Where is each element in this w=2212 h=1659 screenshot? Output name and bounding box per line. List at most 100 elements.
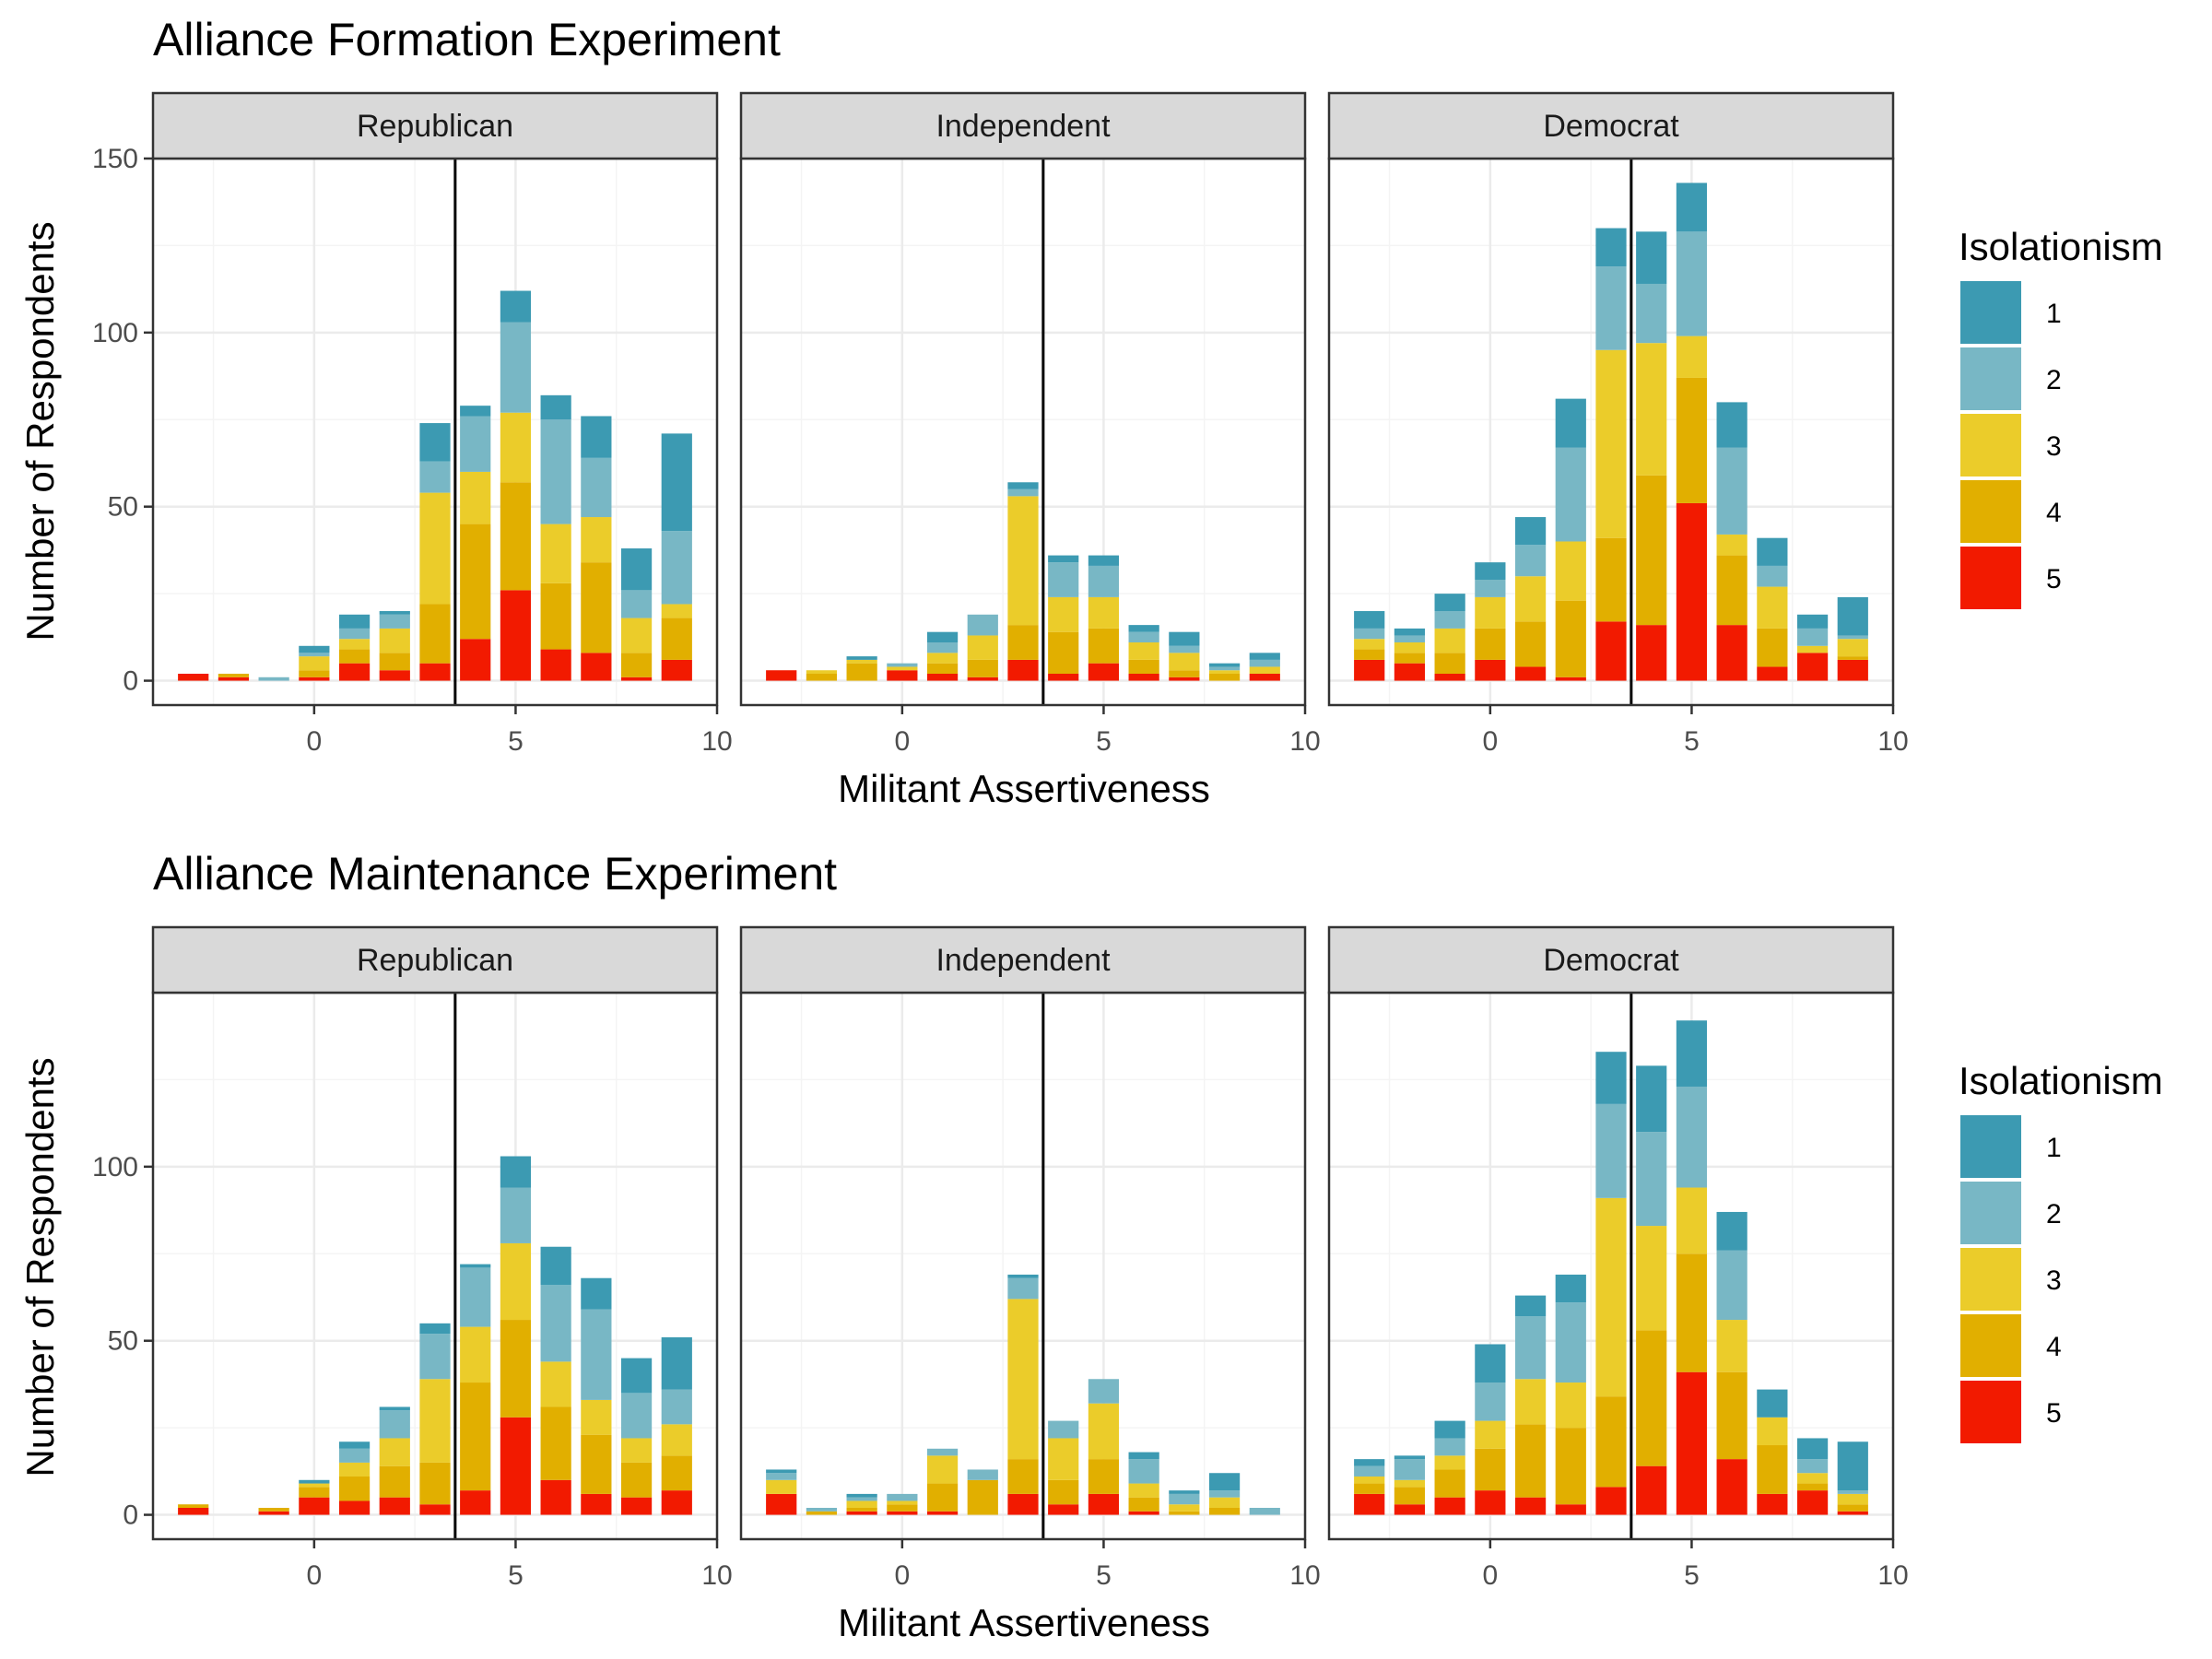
bar-segment	[1354, 639, 1385, 650]
bar-segment	[1354, 1483, 1385, 1494]
x-tick-label: 0	[307, 1560, 323, 1591]
bar-segment	[1048, 555, 1079, 563]
bar-segment	[1007, 1493, 1039, 1515]
bar-segment	[620, 548, 653, 591]
bar-segment	[581, 1277, 612, 1310]
bar-segment	[500, 1242, 532, 1321]
bar-segment	[1757, 1389, 1788, 1418]
chart-title: Alliance Formation Experiment	[153, 14, 781, 65]
bar-segment	[338, 639, 371, 650]
bar-segment	[1796, 614, 1829, 629]
x-tick-label: 10	[1877, 726, 1908, 757]
bar-segment	[299, 677, 330, 681]
bar-segment	[581, 562, 612, 653]
facet-strip	[151, 91, 719, 160]
bar-segment	[620, 653, 653, 677]
bar-segment	[1676, 231, 1708, 336]
bar-segment	[581, 1399, 612, 1435]
bar-segment	[419, 423, 451, 462]
bar-segment	[1007, 625, 1039, 660]
bar-segment	[887, 1511, 918, 1515]
bar-segment	[1088, 565, 1120, 597]
bar-segment	[1048, 1420, 1079, 1439]
bar-segment	[1837, 656, 1868, 660]
bar-segment	[1208, 663, 1241, 667]
x-tick-label: 10	[1877, 1560, 1908, 1591]
bar-segment	[967, 1479, 998, 1515]
bar-segment	[1676, 1086, 1708, 1188]
bar-segment	[379, 1438, 410, 1466]
bar-segment	[887, 666, 918, 671]
bar-segment	[1514, 545, 1547, 577]
bar-segment	[1208, 1473, 1241, 1491]
bar-segment	[500, 482, 532, 591]
bar-segment	[178, 1508, 209, 1515]
bar-segment	[1716, 1371, 1747, 1460]
bar-segment	[1514, 576, 1547, 622]
bar-segment	[581, 1309, 612, 1400]
bar-segment	[379, 670, 410, 681]
bar-segment	[581, 653, 612, 681]
bar-segment	[1169, 1493, 1200, 1505]
bar-segment	[419, 1323, 451, 1335]
bar-segment	[1716, 447, 1747, 535]
bar-segment	[1394, 1479, 1426, 1488]
bar-segment	[1475, 659, 1506, 681]
bar-segment	[500, 1187, 532, 1243]
facet-strip	[739, 91, 1307, 160]
bar-segment	[500, 1417, 532, 1515]
bar-segment	[1088, 1403, 1120, 1460]
bar-segment	[338, 614, 371, 629]
x-axis-title: Militant Assertiveness	[838, 767, 1210, 810]
bar-segment	[581, 457, 612, 518]
bar-segment	[258, 1511, 289, 1515]
bar-segment	[887, 1500, 918, 1505]
bar-segment	[1514, 666, 1547, 681]
bar-segment	[1716, 625, 1747, 681]
bar-segment	[1208, 670, 1241, 675]
bar-segment	[1595, 1396, 1627, 1488]
bar-segment	[1837, 1493, 1868, 1505]
bar-segment	[1796, 1459, 1829, 1474]
legend-label: 4	[2046, 498, 2062, 528]
bar-segment	[926, 1448, 959, 1456]
legend-key	[1960, 1381, 2021, 1443]
y-axis-title: Number of Respondents	[18, 221, 62, 641]
bar-segment	[1394, 653, 1426, 664]
bar-segment	[178, 1504, 209, 1509]
legend-key	[1960, 547, 2021, 609]
bar-segment	[299, 670, 330, 677]
bar-segment	[1394, 628, 1426, 636]
bar-segment	[1169, 631, 1200, 646]
legend-key	[1960, 480, 2021, 543]
bar-segment	[460, 1326, 491, 1383]
bar-segment	[1169, 1511, 1200, 1515]
x-tick-label: 5	[1684, 726, 1700, 757]
x-tick-label: 0	[1483, 726, 1499, 757]
bar-segment	[1394, 642, 1426, 653]
bar-segment	[1007, 482, 1039, 489]
bar-segment	[1394, 663, 1426, 681]
bar-segment	[299, 1479, 330, 1484]
bar-segment	[1088, 1459, 1120, 1494]
x-tick-label: 0	[895, 1560, 911, 1591]
bar-segment	[460, 1267, 491, 1327]
panel-independent: Independent 0 5 10	[739, 925, 1321, 1591]
bar-segment	[299, 645, 330, 653]
bar-segment	[926, 663, 959, 675]
bar-segment	[1676, 182, 1708, 232]
panel-democrat: Democrat 0 5 10	[1327, 925, 1909, 1591]
bar-segment	[1514, 1424, 1547, 1498]
bar-segment	[1475, 628, 1506, 660]
bar-segment	[1208, 666, 1241, 671]
bar-segment	[1249, 659, 1280, 667]
legend-key	[1960, 414, 2021, 477]
bar-segment	[460, 1490, 491, 1515]
bar-segment	[1088, 555, 1120, 566]
bar-segment	[1757, 1493, 1788, 1515]
bar-segment	[967, 614, 998, 636]
bar-segment	[806, 1508, 838, 1512]
legend-key	[1960, 1115, 2021, 1178]
bar-segment	[926, 1511, 959, 1515]
